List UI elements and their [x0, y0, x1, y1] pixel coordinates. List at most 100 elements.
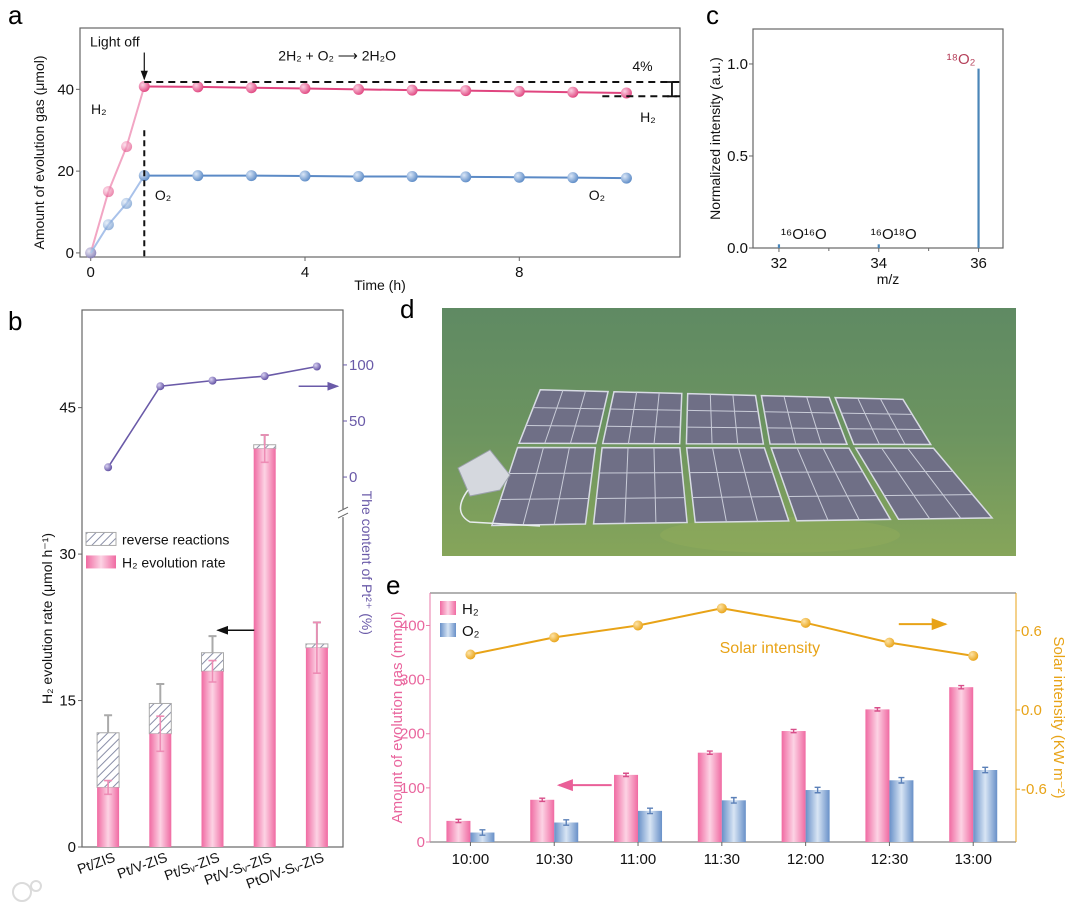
x-tick-label: 13:00 — [954, 851, 992, 868]
gas-collection-bag — [457, 449, 511, 497]
o2-data-point — [102, 219, 114, 231]
panel-grid-line — [767, 427, 842, 430]
h2-data-point — [567, 86, 579, 98]
legend-swatch-o2 — [440, 623, 456, 637]
o2-data-point — [299, 170, 311, 182]
y-axis-label: Amount of evolution gas (mmol) — [389, 612, 406, 824]
h2-bar — [446, 820, 471, 842]
x-tick-label: 10:00 — [452, 851, 490, 868]
h2-series-line-light-on — [89, 86, 146, 254]
legend-label-h2: H₂ — [462, 601, 479, 618]
axis-break — [340, 509, 346, 518]
panel-grid-line — [653, 447, 657, 523]
panel-grid-line — [624, 447, 629, 524]
panel-grid-line — [796, 447, 829, 521]
o2-error-bar — [563, 819, 570, 826]
o2-bar — [638, 810, 663, 842]
y2-tick-label: 0 — [349, 469, 357, 486]
x-tick-label: Pt/V-ZIS — [115, 849, 169, 882]
reverse-error-bar — [104, 714, 113, 733]
y-tick-label: 20 — [57, 163, 74, 180]
o2-data-point — [513, 171, 525, 183]
o2-data-point — [192, 170, 204, 182]
x-tick-label: 11:00 — [620, 851, 656, 868]
panel-label-b: b — [8, 306, 22, 336]
h2-error-bar — [260, 434, 269, 464]
panel-grid-line — [783, 396, 797, 445]
x-tick-label: 8 — [515, 264, 523, 281]
h2-start-label: H₂ — [91, 101, 107, 117]
y2-tick-label: 50 — [349, 413, 366, 430]
h2-error-bar — [539, 797, 546, 803]
solar-intensity-point — [633, 620, 644, 631]
h2-data-point — [513, 85, 525, 97]
h2-rate-bar — [97, 787, 120, 847]
x-tick-label: 32 — [771, 255, 788, 272]
x-tick-label: Pt/ZIS — [75, 849, 117, 877]
o2-data-point — [460, 171, 472, 183]
o2-series-line-dark — [144, 174, 627, 180]
y-axis-label: H₂ evolution rate (μmol h⁻¹) — [39, 533, 55, 704]
y-tick-label: 0.5 — [727, 148, 748, 165]
solar-intensity-point — [549, 632, 560, 643]
y-tick-label: 15 — [59, 693, 76, 710]
peak-label: ¹⁶O¹⁸O — [871, 226, 917, 243]
panel-grid-line — [692, 496, 781, 499]
panel-grid-line — [544, 390, 564, 444]
o2-data-point — [620, 172, 632, 184]
panel-grid-line — [884, 494, 973, 497]
o2-bar — [554, 822, 579, 842]
peak-label: ¹⁸O₂ — [947, 51, 976, 68]
y-tick-label: 0.0 — [727, 240, 748, 257]
x-axis-label: Time (h) — [354, 277, 406, 293]
h2-data-point — [121, 141, 133, 153]
panel-label-d: d — [400, 294, 414, 324]
o2-bar — [470, 832, 495, 842]
h2-bar — [949, 687, 974, 842]
pt-content-point — [208, 376, 217, 385]
o2-data-point — [567, 172, 579, 184]
panel-grid-line — [738, 447, 759, 522]
x-tick-label: 10:30 — [535, 851, 573, 868]
o2-bar — [889, 780, 914, 842]
y-tick-label: 400 — [400, 617, 425, 634]
loss-percent-label: 4% — [632, 58, 652, 74]
h2-data-point — [353, 83, 365, 95]
gas-tube — [459, 489, 541, 527]
y2-tick-label: -0.6 — [1021, 781, 1047, 798]
panel-grid-line — [822, 447, 860, 521]
o2-series-line-light-on — [89, 175, 146, 254]
reaction-equation: 2H₂ + O₂ ⟶ 2H₂O — [278, 48, 396, 64]
pt-content-point — [104, 463, 113, 472]
x-tick-label: 4 — [301, 264, 309, 281]
panel-grid-line — [569, 390, 586, 444]
h2-bar — [865, 709, 890, 842]
y-tick-label: 300 — [400, 672, 425, 689]
legend-swatch-h2 — [86, 555, 116, 569]
pt-content-point — [260, 372, 269, 381]
panel-grid-line — [709, 394, 713, 444]
solar-intensity-point — [968, 650, 979, 661]
watermark-logo-icon — [12, 882, 32, 902]
h2-error-bar — [874, 707, 881, 712]
h2-error-bar — [104, 779, 113, 796]
h2-rate-bar — [149, 733, 172, 847]
panel-grid-line — [788, 495, 877, 498]
panel-label-e: e — [386, 570, 400, 600]
watermark-logo — [12, 880, 42, 902]
panel-grid-line — [881, 447, 931, 520]
solar-intensity-point — [716, 603, 727, 614]
pt-content-point — [312, 362, 321, 371]
legend-label-h2: H₂ evolution rate — [122, 554, 226, 570]
panel-grid-line — [610, 408, 682, 411]
peak-label: ¹⁶O¹⁶O — [781, 226, 827, 243]
y2-axis-label: The content of Pt²⁺ (%) — [359, 491, 375, 635]
h2-data-point — [192, 81, 204, 93]
panel-c-mass-spectrum-chart: 32 34 36 0.0 0.5 1.0 m/z Normalized intensity (… — [707, 28, 1004, 287]
o2-start-label: O₂ — [155, 187, 171, 203]
panel-grid-line — [806, 396, 822, 445]
reverse-reaction-bar — [96, 732, 120, 788]
y-tick-label: 0 — [66, 245, 74, 262]
panel-grid-line — [653, 392, 660, 444]
solar-intensity-point — [884, 637, 895, 648]
